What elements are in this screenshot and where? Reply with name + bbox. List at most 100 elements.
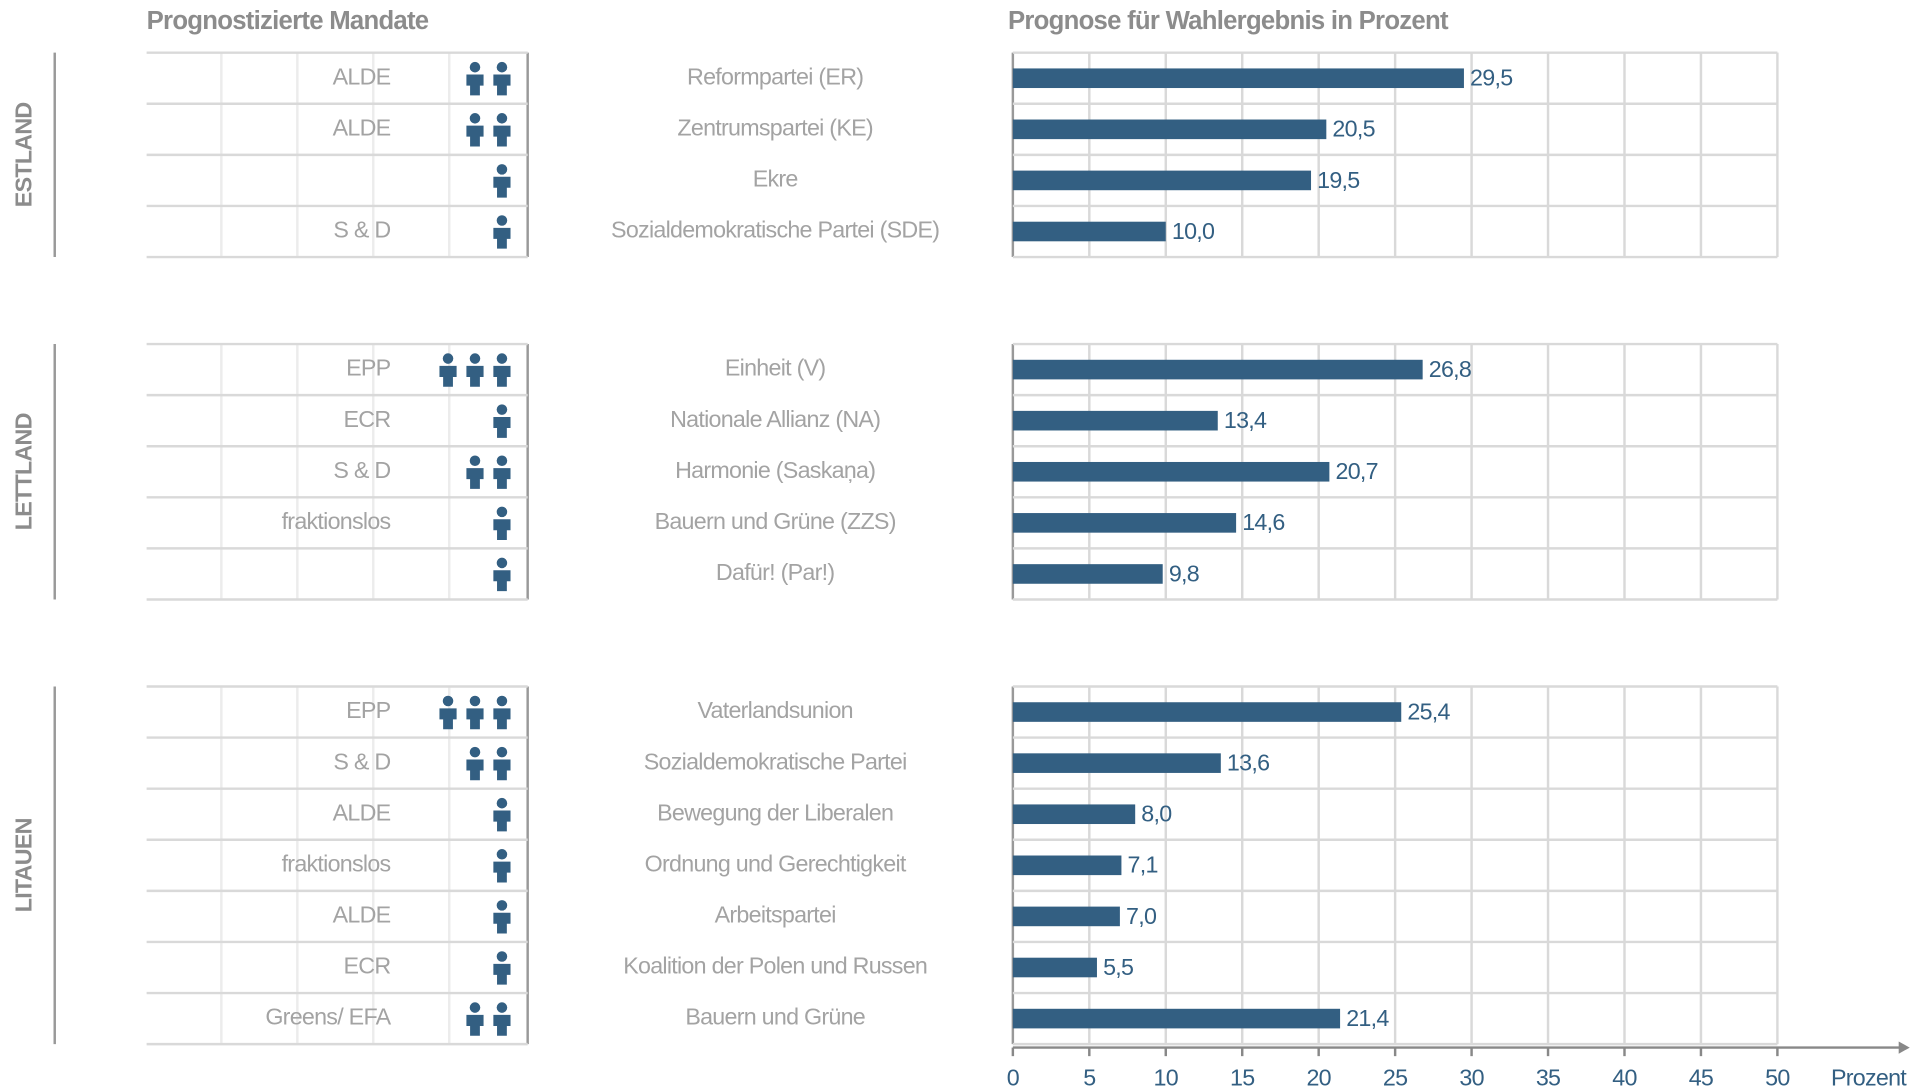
x-tick-label: 10 — [1154, 1065, 1179, 1088]
seat-body — [466, 468, 484, 489]
seat-icons — [493, 951, 511, 985]
seat-body — [493, 74, 511, 96]
seat-head — [469, 353, 481, 364]
bar — [1012, 119, 1327, 140]
party-label: Harmonie (Saskaņa) — [675, 457, 875, 483]
faction-label: ALDE — [333, 902, 391, 928]
seat-icons — [493, 849, 511, 883]
party-label: Bewegung der Liberalen — [657, 799, 893, 825]
seat-icons — [493, 404, 511, 438]
seat-head — [469, 455, 481, 467]
seat-head — [496, 1002, 508, 1013]
seat-body — [466, 708, 484, 730]
seat-head — [496, 215, 508, 226]
chart-title: Prognose für Wahlergebnis in Prozent — [1008, 7, 1449, 35]
party-label: Sozialdemokratische Partei (SDE) — [611, 217, 939, 243]
bar — [1012, 170, 1312, 191]
bar — [1012, 753, 1221, 773]
party-label: Vaterlandsunion — [697, 697, 852, 723]
seat-head — [496, 113, 508, 124]
seat-head — [496, 746, 508, 758]
seat-body — [493, 176, 511, 198]
seat-body — [493, 519, 511, 541]
bar — [1012, 68, 1464, 89]
seat-head — [496, 164, 508, 175]
value-label: 14,6 — [1242, 509, 1284, 535]
seat-head — [496, 695, 508, 707]
faction-label: ALDE — [333, 799, 391, 825]
x-tick-label: 45 — [1689, 1065, 1713, 1088]
seat-icons — [466, 746, 511, 781]
seat-body — [466, 125, 484, 147]
seat-icons — [493, 797, 511, 832]
seat-body — [493, 570, 511, 592]
seat-body — [466, 1014, 484, 1036]
bar — [1012, 461, 1330, 482]
party-label: Nationale Allianz (NA) — [670, 406, 880, 432]
seat-body — [439, 708, 457, 730]
seat-body — [493, 417, 511, 438]
axis-arrow — [1898, 1041, 1910, 1054]
faction-label: Greens/ EFA — [265, 1004, 391, 1030]
bar — [1012, 906, 1120, 927]
seat-body — [493, 963, 511, 985]
x-tick-label: 15 — [1230, 1065, 1254, 1088]
faction-label: ECR — [344, 406, 391, 432]
seat-head — [496, 353, 508, 364]
country-label: LITAUEN — [10, 818, 36, 912]
seat-body — [466, 759, 484, 781]
x-tick-label: 5 — [1083, 1065, 1095, 1088]
country-label: ESTLAND — [10, 103, 36, 208]
seat-icons — [493, 900, 511, 934]
faction-label: ECR — [344, 953, 391, 979]
x-axis-label: Prozent — [1831, 1065, 1907, 1088]
value-label: 20,7 — [1336, 458, 1378, 484]
party-label: Reformpartei (ER) — [687, 63, 863, 89]
value-label: 7,0 — [1126, 903, 1157, 929]
party-label: Koalition der Polen und Russen — [623, 953, 927, 979]
seat-head — [469, 746, 481, 758]
value-label: 29,5 — [1470, 65, 1512, 91]
x-tick-label: 0 — [1007, 1065, 1020, 1088]
x-tick-label: 30 — [1459, 1065, 1484, 1088]
faction-label: S & D — [333, 457, 390, 483]
bar — [1012, 564, 1163, 584]
seat-head — [469, 61, 481, 73]
seat-head — [442, 353, 454, 364]
faction-label: ALDE — [333, 63, 391, 89]
seat-body — [493, 468, 511, 489]
seat-head — [496, 557, 508, 569]
seat-head — [496, 455, 508, 467]
seat-head — [496, 797, 508, 809]
party-label: Einheit (V) — [725, 355, 826, 381]
country-label: LETTLAND — [10, 413, 36, 530]
seat-head — [496, 506, 508, 518]
value-label: 20,5 — [1332, 116, 1374, 142]
value-label: 13,4 — [1224, 407, 1267, 433]
party-label: Sozialdemokratische Partei — [644, 748, 907, 774]
seat-head — [469, 113, 481, 124]
seat-body — [493, 125, 511, 147]
party-label: Ekre — [753, 166, 798, 192]
seat-body — [493, 861, 511, 883]
x-tick-label: 20 — [1306, 1065, 1331, 1088]
seat-head — [496, 61, 508, 73]
seat-body — [493, 912, 511, 934]
bar — [1012, 410, 1218, 431]
value-label: 25,4 — [1407, 698, 1450, 724]
seat-body — [493, 1014, 511, 1036]
seat-body — [493, 227, 511, 249]
faction-label: S & D — [333, 217, 390, 243]
party-label: Arbeitspartei — [715, 902, 836, 928]
value-label: 21,4 — [1346, 1005, 1389, 1031]
bar — [1012, 513, 1237, 533]
seat-body — [439, 365, 457, 387]
value-label: 7,1 — [1128, 852, 1158, 878]
party-label: Dafür! (Par!) — [716, 559, 834, 585]
bar — [1012, 855, 1122, 876]
faction-label: ALDE — [333, 114, 391, 140]
seat-icons — [493, 506, 511, 541]
seat-head — [469, 695, 481, 707]
party-label: Bauern und Grüne (ZZS) — [655, 508, 896, 534]
bar — [1012, 804, 1136, 825]
